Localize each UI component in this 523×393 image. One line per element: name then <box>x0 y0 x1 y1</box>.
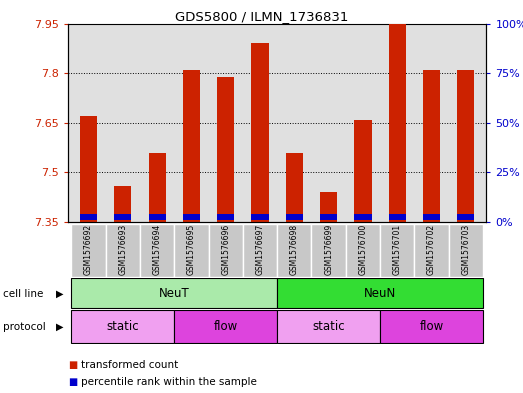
Bar <box>380 224 414 277</box>
Text: percentile rank within the sample: percentile rank within the sample <box>81 377 257 387</box>
Bar <box>457 214 474 220</box>
Bar <box>115 185 131 222</box>
Text: GSM1576692: GSM1576692 <box>84 224 93 275</box>
Text: GSM1576702: GSM1576702 <box>427 224 436 275</box>
Bar <box>72 224 106 277</box>
Bar <box>72 279 277 308</box>
Bar <box>277 279 483 308</box>
Text: GSM1576698: GSM1576698 <box>290 224 299 275</box>
Text: flow: flow <box>419 320 444 333</box>
Bar <box>80 116 97 222</box>
Bar <box>389 24 406 222</box>
Bar <box>217 77 234 222</box>
Bar <box>252 214 269 220</box>
Text: protocol: protocol <box>3 322 46 332</box>
Bar <box>355 119 371 222</box>
Bar <box>277 224 312 277</box>
Bar <box>183 70 200 222</box>
Text: ■: ■ <box>68 360 77 370</box>
Bar <box>243 224 277 277</box>
Text: GSM1576699: GSM1576699 <box>324 224 333 275</box>
Bar <box>320 192 337 222</box>
Bar <box>320 215 337 220</box>
Text: GDS5800 / ILMN_1736831: GDS5800 / ILMN_1736831 <box>175 10 348 23</box>
Text: GSM1576697: GSM1576697 <box>256 224 265 275</box>
Bar <box>286 215 303 220</box>
Bar <box>140 224 174 277</box>
Text: static: static <box>312 320 345 333</box>
Bar <box>423 214 440 220</box>
Bar <box>423 70 440 222</box>
Text: ▶: ▶ <box>56 288 64 299</box>
Text: ▶: ▶ <box>56 322 64 332</box>
Bar <box>346 224 380 277</box>
Text: transformed count: transformed count <box>81 360 178 370</box>
Bar <box>380 310 483 343</box>
Bar <box>115 215 131 220</box>
Text: GSM1576703: GSM1576703 <box>461 224 470 275</box>
Bar <box>80 215 97 220</box>
Bar <box>217 214 234 220</box>
Text: static: static <box>107 320 139 333</box>
Text: cell line: cell line <box>3 288 43 299</box>
Bar <box>174 224 209 277</box>
Text: GSM1576695: GSM1576695 <box>187 224 196 275</box>
Bar <box>286 152 303 222</box>
Text: GSM1576696: GSM1576696 <box>221 224 230 275</box>
Bar <box>449 224 483 277</box>
Text: GSM1576700: GSM1576700 <box>358 224 368 275</box>
Bar <box>183 214 200 220</box>
Bar <box>149 152 166 222</box>
Bar <box>355 215 371 220</box>
Bar <box>72 310 174 343</box>
Bar <box>389 214 406 220</box>
Bar <box>149 215 166 220</box>
Bar <box>457 70 474 222</box>
Text: ■: ■ <box>68 377 77 387</box>
Bar <box>252 44 269 222</box>
Text: flow: flow <box>213 320 238 333</box>
Bar <box>174 310 277 343</box>
Bar <box>209 224 243 277</box>
Text: GSM1576693: GSM1576693 <box>118 224 128 275</box>
Text: NeuT: NeuT <box>159 286 190 300</box>
Bar <box>414 224 449 277</box>
Bar <box>312 224 346 277</box>
Text: NeuN: NeuN <box>364 286 396 300</box>
Bar <box>106 224 140 277</box>
Text: GSM1576701: GSM1576701 <box>393 224 402 275</box>
Bar <box>277 310 380 343</box>
Text: GSM1576694: GSM1576694 <box>153 224 162 275</box>
